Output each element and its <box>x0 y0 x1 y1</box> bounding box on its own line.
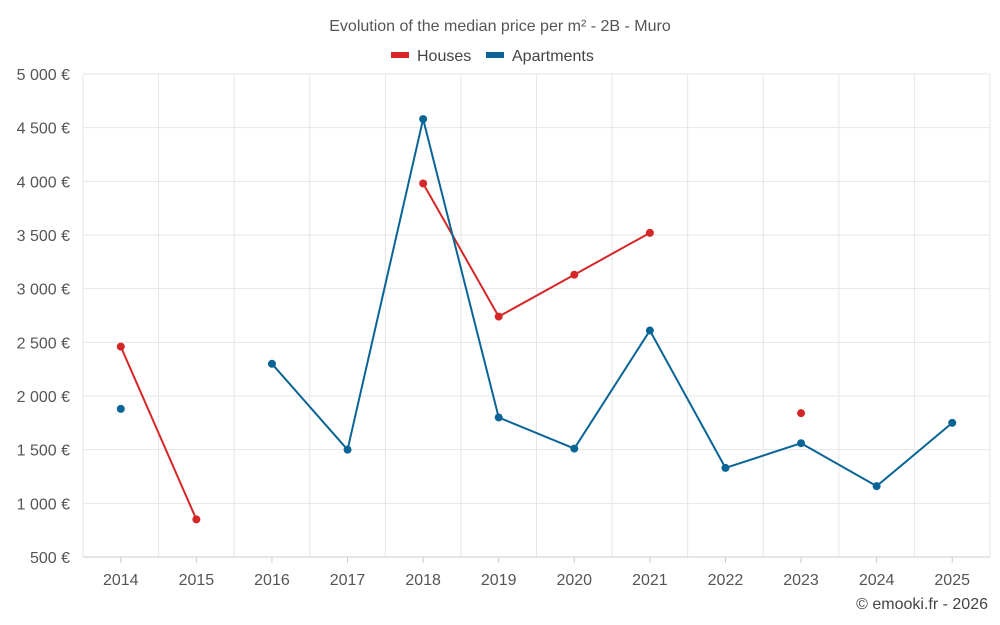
data-point[interactable] <box>267 359 276 368</box>
legend-swatch <box>391 52 409 58</box>
y-tick-label: 4 000 € <box>17 174 70 191</box>
y-tick-label: 5 000 € <box>17 67 70 84</box>
data-point[interactable] <box>419 115 428 124</box>
data-point[interactable] <box>116 404 125 413</box>
series-line <box>271 118 953 488</box>
legend-item-apartments[interactable]: Apartments <box>486 48 594 65</box>
x-tick-label: 2020 <box>556 572 592 589</box>
y-tick-label: 4 500 € <box>17 121 70 138</box>
x-tick-label: 2015 <box>179 572 215 589</box>
data-point[interactable] <box>419 179 428 188</box>
data-point[interactable] <box>494 413 503 422</box>
x-tick-label: 2014 <box>103 572 139 589</box>
data-point[interactable] <box>494 312 503 321</box>
legend-item-houses[interactable]: Houses <box>391 48 471 65</box>
series-line <box>119 346 198 520</box>
series <box>116 115 957 524</box>
x-tick-label: 2017 <box>330 572 366 589</box>
data-point[interactable] <box>343 445 352 454</box>
data-point[interactable] <box>570 270 579 279</box>
x-tick-label: 2023 <box>783 572 819 589</box>
axes: 500 € 1 000 € 1 500 € 2 000 € 2 500 € 3 000 €… <box>17 67 990 589</box>
data-point[interactable] <box>645 326 654 335</box>
x-tick-label: 2021 <box>632 572 668 589</box>
x-tick-label: 2025 <box>934 572 970 589</box>
series-apartments <box>116 115 957 491</box>
data-point[interactable] <box>116 342 125 351</box>
data-point[interactable] <box>797 439 806 448</box>
y-tick-label: 1 500 € <box>17 443 70 460</box>
series-houses <box>116 179 806 524</box>
chart-title: Evolution of the median price per m² - 2… <box>329 18 671 35</box>
y-tick-label: 3 000 € <box>17 282 70 299</box>
data-point[interactable] <box>192 515 201 524</box>
x-tick-label: 2022 <box>708 572 744 589</box>
credit-text: © emooki.fr - 2026 <box>856 596 988 613</box>
data-point[interactable] <box>721 463 730 472</box>
x-tick-label: 2018 <box>405 572 441 589</box>
y-tick-label: 500 € <box>30 550 70 567</box>
legend-swatch <box>486 52 504 58</box>
data-point[interactable] <box>948 418 957 427</box>
y-tick-label: 3 500 € <box>17 228 70 245</box>
series-line <box>422 182 651 318</box>
grid <box>82 73 991 558</box>
data-point[interactable] <box>570 444 579 453</box>
data-point[interactable] <box>872 482 881 491</box>
legend-label: Apartments <box>512 48 594 65</box>
y-tick-label: 1 000 € <box>17 496 70 513</box>
data-point[interactable] <box>645 228 654 237</box>
x-tick-label: 2016 <box>254 572 290 589</box>
legend-label: Houses <box>417 48 471 65</box>
y-tick-label: 2 500 € <box>17 335 70 352</box>
data-point[interactable] <box>797 409 806 418</box>
x-tick-label: 2019 <box>481 572 517 589</box>
x-tick-label: 2024 <box>859 572 895 589</box>
y-tick-label: 2 000 € <box>17 389 70 406</box>
legend[interactable]: Houses Apartments <box>391 48 594 65</box>
